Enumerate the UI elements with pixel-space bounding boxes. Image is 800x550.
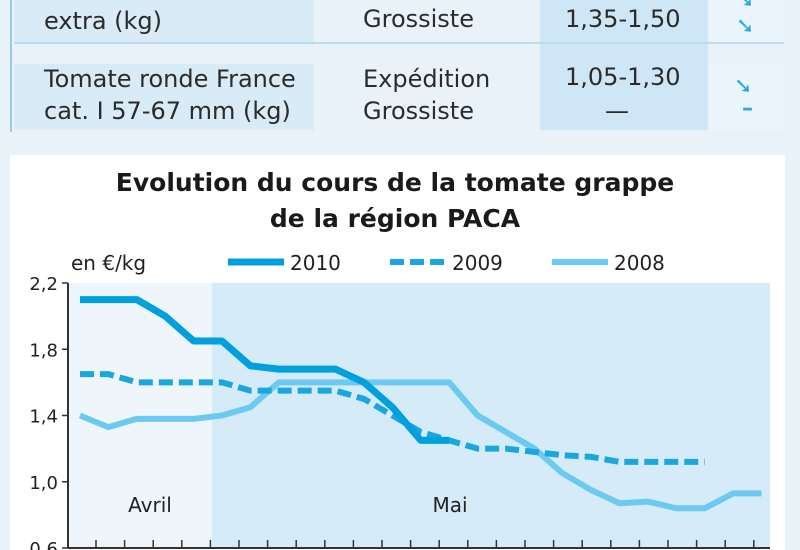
row2-product-line1: Tomate ronde France: [44, 65, 296, 93]
row1-price-cell: [540, 0, 708, 42]
period-bg-avril: [68, 283, 212, 548]
row2-price-cell: [540, 42, 708, 130]
period-label-mai: Mai: [432, 493, 467, 517]
row1-stage-line2: Grossiste: [363, 5, 474, 33]
row2-product-cell: [14, 64, 314, 130]
row-separator: [14, 42, 784, 44]
period-label-avril: Avril: [128, 493, 172, 517]
y-tick-label: 1,8: [29, 340, 58, 361]
chart-title-line1: Evolution du cours de la tomate grappe: [115, 168, 675, 197]
y-tick-label: 2,2: [29, 274, 58, 295]
row1-price-line2: 1,35-1,50: [565, 5, 681, 33]
row1-trend-cell: [710, 0, 784, 42]
legend-label-2009: 2009: [452, 251, 503, 275]
y-tick-label: 0,6: [29, 539, 58, 550]
y-ticks: 0,6 1,0 1,4 1,8 2,2: [29, 274, 68, 550]
row2-price-line2: —: [605, 97, 629, 125]
row1-trend-down-icon-a: ➘: [736, 0, 755, 13]
row2-trend-down-icon: ➘: [734, 74, 753, 99]
y-axis-label: en €/kg: [71, 251, 146, 275]
vertical-gridlines: [95, 540, 755, 548]
row2-trend-cell: [710, 64, 784, 130]
series-line-2009: [80, 371, 705, 465]
row2-price-line1: 1,05-1,30: [565, 63, 681, 91]
legend: 2010 2009 2008: [228, 251, 665, 275]
row1-product-line2: extra (kg): [44, 7, 163, 35]
plot-background: [68, 283, 770, 548]
series-lines: [78, 296, 762, 512]
row2-trend-flat-icon: –: [742, 96, 753, 121]
row1-product-cell: [14, 0, 314, 42]
row1-trend-down-icon-b: ➘: [736, 14, 755, 39]
row2-stage-line1: Expédition: [363, 65, 491, 93]
series-line-2008: [78, 379, 762, 512]
period-labels: Avril Mai: [128, 493, 467, 517]
legend-label-2010: 2010: [290, 251, 341, 275]
y-tick-label: 1,0: [29, 473, 58, 494]
period-bg-mai: [212, 283, 770, 548]
table-left-border: [10, 0, 12, 132]
row2-product-line2: cat. I 57-67 mm (kg): [44, 97, 291, 125]
series-line-2010: [80, 296, 450, 444]
row2-stage-line2: Grossiste: [363, 97, 474, 125]
y-tick-label: 1,4: [29, 407, 58, 428]
legend-label-2008: 2008: [614, 251, 665, 275]
chart-title-line2: de la région PACA: [269, 204, 521, 233]
price-table: extra (kg) Grossiste 1,35-1,50 ➘ ➘ Tomat…: [0, 0, 790, 132]
